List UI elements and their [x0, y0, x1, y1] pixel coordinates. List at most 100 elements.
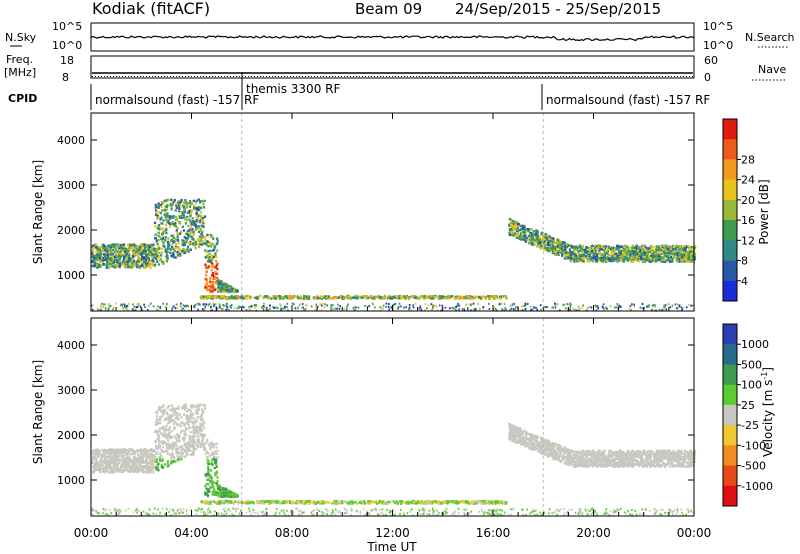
- heatmap-cell: [176, 235, 179, 238]
- heatmap-cell: [442, 296, 445, 299]
- heatmap-cell: [92, 258, 95, 262]
- heatmap-cell: [92, 244, 95, 247]
- heatmap-cell: [678, 255, 681, 259]
- heatmap-cell: [136, 246, 139, 249]
- heatmap-cell: [155, 254, 159, 258]
- heatmap-cell: [598, 259, 601, 262]
- heatmap-cell: [607, 248, 610, 251]
- heatmap-cell: [154, 263, 157, 267]
- heatmap-cell: [371, 297, 374, 300]
- heatmap-cell: [104, 254, 107, 258]
- heatmap-cell: [330, 308, 332, 311]
- heatmap-cell: [644, 258, 647, 262]
- heatmap-cell: [256, 305, 258, 308]
- heatmap-cell: [512, 224, 515, 227]
- heatmap-cell: [137, 262, 140, 266]
- heatmap-cell: [625, 254, 628, 257]
- heatmap-cell: [157, 438, 160, 442]
- heatmap-cell: [617, 303, 619, 305]
- heatmap-cell: [152, 248, 155, 251]
- heatmap-cell: [160, 254, 163, 257]
- heatmap-cell: [264, 306, 267, 309]
- heatmap-cell: [292, 500, 295, 503]
- heatmap-cell: [313, 297, 316, 300]
- heatmap-cell: [112, 248, 115, 252]
- heatmap-cell: [165, 218, 168, 222]
- heatmap-cell: [104, 256, 107, 259]
- heatmap-cell: [176, 227, 179, 230]
- heatmap-cell: [419, 305, 422, 308]
- heatmap-cell: [175, 202, 178, 205]
- heatmap-cell: [256, 297, 259, 300]
- cpid-segment-1: normalsound (fast) -157 RF: [95, 93, 259, 107]
- heatmap-cell: [172, 248, 175, 251]
- heatmap-cell: [97, 454, 100, 457]
- heatmap-cell: [562, 303, 565, 306]
- heatmap-cell: [222, 303, 224, 306]
- heatmap-cell: [157, 305, 159, 308]
- heatmap-cell: [202, 220, 205, 223]
- heatmap-cell: [181, 252, 184, 255]
- heatmap-cell: [197, 226, 200, 229]
- heatmap-cell: [165, 205, 169, 208]
- heatmap-cell: [652, 245, 655, 249]
- heatmap-cell: [203, 242, 206, 245]
- heatmap-cell: [180, 448, 183, 451]
- heatmap-cell: [596, 252, 599, 256]
- heatmap-cell: [181, 308, 183, 311]
- heatmap-cell: [95, 462, 98, 465]
- heatmap-cell: [397, 307, 399, 310]
- heatmap-cell: [429, 502, 432, 505]
- heatmap-cell: [184, 199, 187, 202]
- heatmap-cell: [185, 447, 188, 450]
- heatmap-cell: [227, 306, 229, 309]
- heatmap-cell: [173, 423, 176, 426]
- heatmap-cell: [297, 501, 300, 504]
- heatmap-cell: [158, 226, 161, 229]
- heatmap-cell: [208, 252, 211, 256]
- heatmap-cell: [96, 455, 100, 459]
- heatmap-cell: [127, 254, 130, 257]
- heatmap-cell: [151, 255, 154, 259]
- heatmap-cell: [110, 471, 113, 474]
- heatmap-cell: [141, 264, 144, 267]
- heatmap-cell: [174, 421, 177, 424]
- heatmap-cell: [508, 218, 511, 221]
- heatmap-cell: [116, 463, 119, 466]
- heatmap-cell: [118, 251, 121, 254]
- heatmap-cell: [255, 304, 257, 307]
- heatmap-cell: [262, 305, 265, 307]
- heatmap-cell: [651, 308, 653, 311]
- heatmap-cell: [692, 255, 695, 259]
- heatmap-cell: [174, 242, 177, 246]
- heatmap-cell: [209, 287, 212, 290]
- heatmap-cell: [207, 250, 210, 253]
- heatmap-cell: [496, 501, 499, 504]
- heatmap-cell: [263, 302, 265, 305]
- heatmap-cell: [244, 295, 247, 298]
- heatmap-cell: [597, 251, 601, 254]
- heatmap-cell: [193, 244, 196, 247]
- heatmap-cell: [159, 258, 162, 262]
- heatmap-cell: [269, 304, 271, 307]
- heatmap-cell: [135, 260, 138, 263]
- heatmap-cell: [209, 446, 212, 449]
- heatmap-cell: [203, 297, 206, 300]
- heatmap-cell: [246, 502, 249, 505]
- heatmap-cell: [208, 259, 211, 262]
- heatmap-cell: [371, 302, 374, 305]
- heatmap-cell: [160, 205, 163, 208]
- heatmap-cell: [160, 251, 164, 254]
- heatmap-cell: [516, 232, 519, 235]
- heatmap-cell: [393, 303, 396, 306]
- heatmap-cell: [686, 251, 689, 254]
- heatmap-cell: [204, 295, 207, 298]
- heatmap-cell: [616, 246, 619, 250]
- heatmap-cell: [610, 255, 613, 258]
- heatmap-cell: [173, 435, 176, 439]
- heatmap-cell: [201, 297, 204, 300]
- heatmap-cell: [181, 225, 184, 228]
- heatmap-cell: [216, 476, 219, 479]
- heatmap-cell: [111, 262, 114, 265]
- heatmap-cell: [326, 304, 328, 307]
